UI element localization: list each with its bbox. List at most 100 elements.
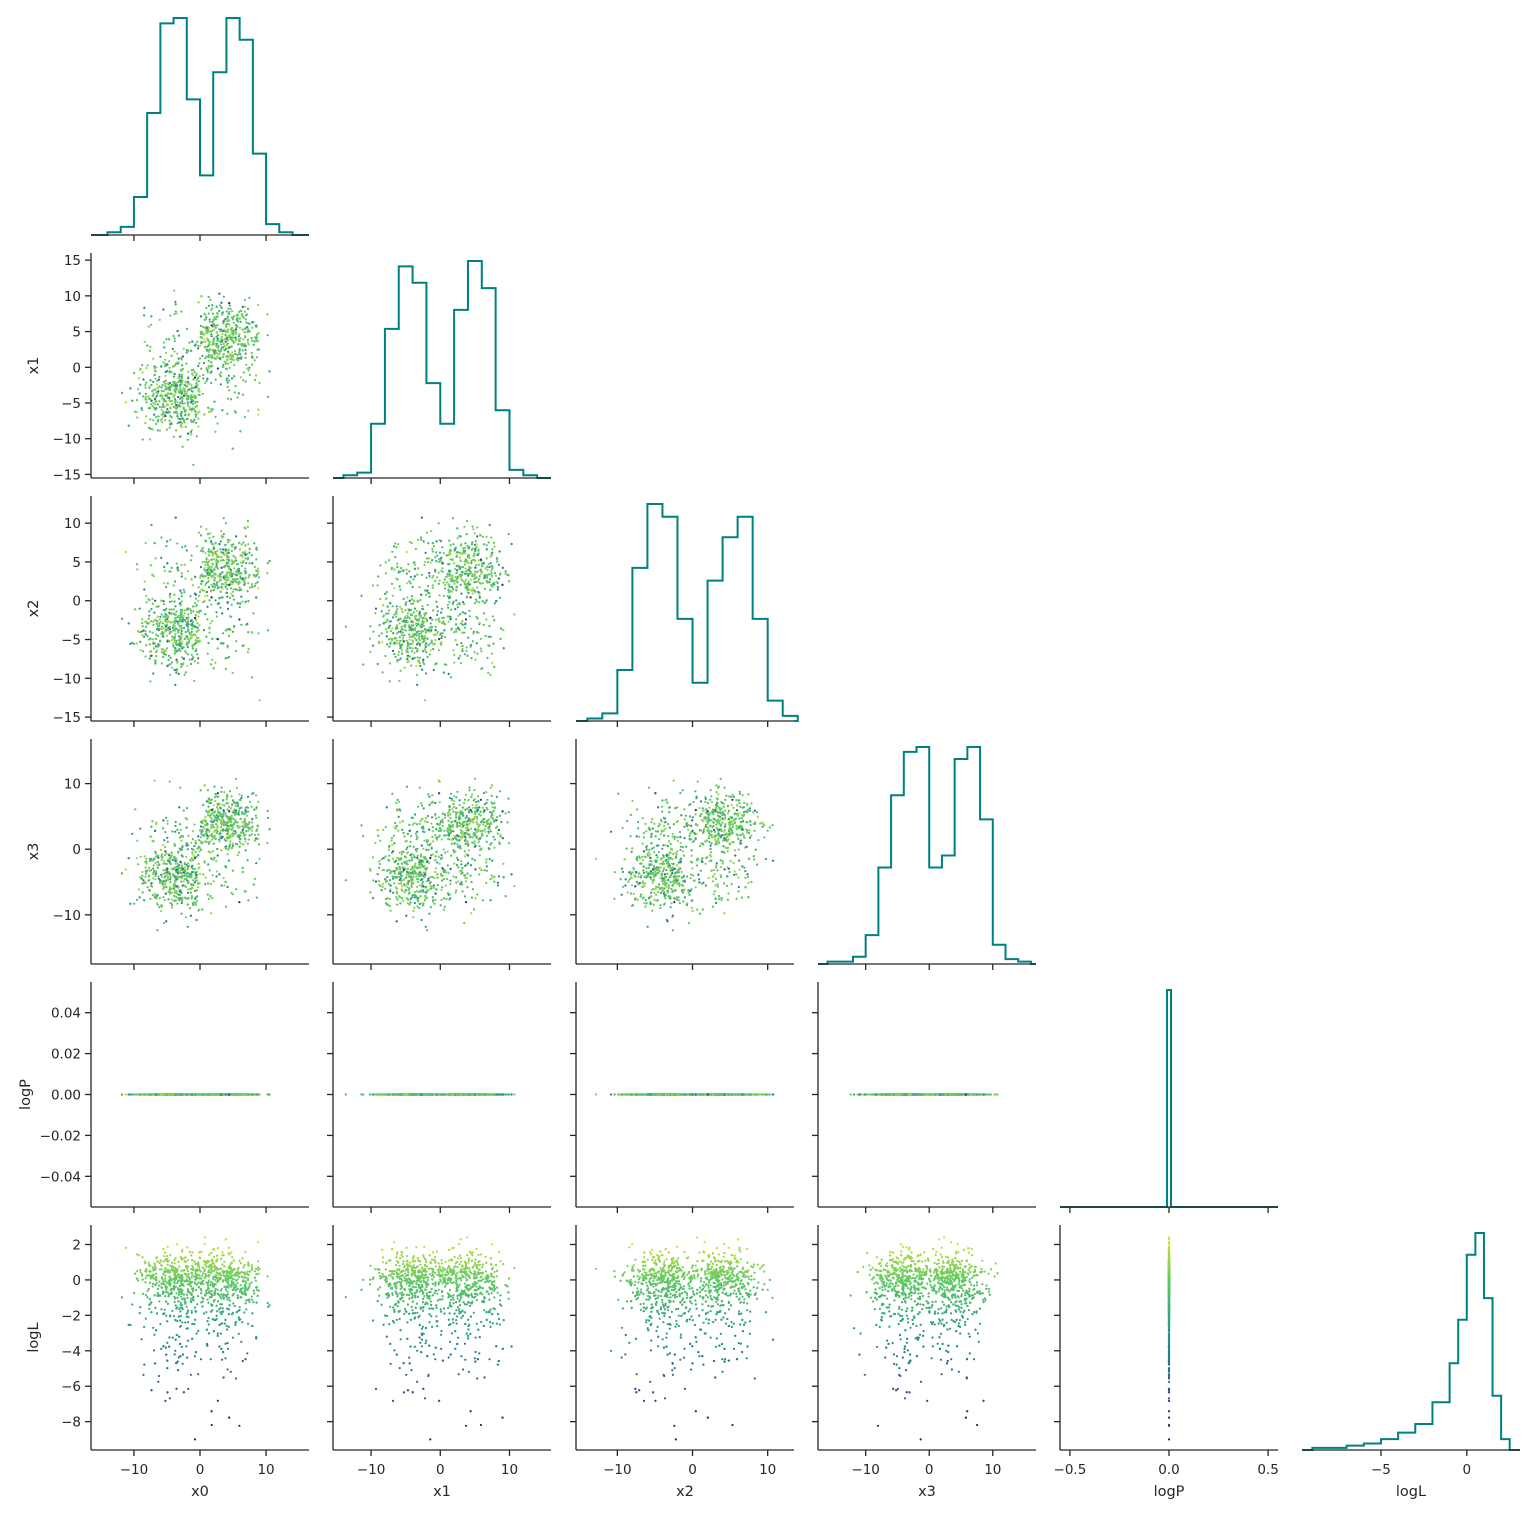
scatter-point (234, 804, 237, 807)
scatter-point (470, 560, 473, 563)
scatter-point (205, 355, 208, 358)
scatter-point (209, 408, 212, 411)
scatter-point (160, 408, 163, 412)
scatter-point (236, 563, 239, 566)
scatter-point (169, 385, 172, 388)
scatter-point (240, 595, 243, 598)
scatter-point (202, 629, 206, 632)
scatter-point (157, 856, 160, 859)
scatter-point (420, 516, 423, 519)
scatter-point (400, 567, 403, 570)
scatter-point (176, 422, 179, 425)
scatter-point (470, 627, 473, 630)
scatter-point (374, 607, 378, 610)
scatter-point (472, 554, 475, 558)
scatter-point (251, 676, 254, 679)
scatter-point (212, 350, 215, 353)
scatter-point (206, 594, 209, 597)
scatter-point (170, 399, 173, 402)
scatter-point (235, 640, 238, 643)
scatter-point (406, 648, 409, 651)
scatter-point (173, 593, 176, 596)
scatter-point (144, 866, 147, 869)
scatter-point (168, 640, 171, 643)
scatter-point (198, 410, 201, 413)
scatter-point (157, 378, 160, 381)
scatter-point (408, 570, 411, 573)
scatter-point (195, 421, 198, 424)
scatter-point (158, 618, 161, 621)
scatter-point (237, 343, 240, 346)
scatter-point (144, 395, 147, 398)
scatter-point (226, 317, 229, 320)
scatter-point (405, 639, 408, 642)
scatter-point (141, 882, 144, 885)
scatter-point (188, 406, 191, 409)
scatter-point (422, 607, 425, 611)
scatter-point (246, 325, 249, 329)
scatter-point (480, 650, 483, 653)
scatter-point (416, 630, 419, 634)
scatter-point (234, 546, 237, 549)
scatter-point (164, 868, 167, 872)
scatter-point (250, 583, 253, 586)
scatter-point (180, 635, 183, 638)
scatter-point (220, 585, 223, 589)
scatter-point (187, 414, 190, 417)
scatter-point (228, 539, 231, 542)
scatter-point (145, 644, 148, 647)
scatter-point (214, 584, 217, 587)
scatter-point (243, 416, 246, 419)
scatter-point (440, 607, 444, 610)
scatter-point (163, 603, 166, 606)
scatter-point (499, 637, 502, 640)
scatter-point (155, 650, 158, 654)
panel-x2-vs-x1 (327, 496, 551, 727)
scatter-point (190, 349, 193, 352)
scatter-point (465, 572, 468, 576)
scatter-point (181, 380, 184, 383)
scatter-point (235, 324, 238, 327)
scatter-point (156, 615, 159, 618)
scatter-point (231, 671, 234, 675)
scatter-point (226, 656, 229, 660)
scatter-point (245, 814, 248, 817)
scatter-point (208, 627, 211, 630)
scatter-point (248, 562, 251, 565)
scatter-point (180, 310, 183, 313)
scatter-point (154, 388, 157, 391)
scatter-point (255, 816, 258, 820)
scatter-point (180, 356, 183, 359)
scatter-point (393, 613, 396, 616)
scatter-point (181, 617, 184, 620)
scatter-point (145, 857, 148, 860)
scatter-point (229, 840, 232, 843)
scatter-point (188, 607, 191, 611)
scatter-point (399, 657, 402, 660)
scatter-point (155, 407, 158, 410)
scatter-point (248, 586, 252, 589)
scatter-point (435, 662, 438, 665)
scatter-point (431, 618, 434, 621)
scatter-point (150, 654, 153, 657)
scatter-point (238, 586, 241, 589)
scatter-point (267, 816, 270, 820)
scatter-point (428, 575, 431, 578)
scatter-point (199, 534, 203, 537)
scatter-point (490, 536, 493, 539)
scatter-point (204, 828, 207, 831)
scatter-point (477, 549, 480, 553)
scatter-point (190, 618, 193, 621)
scatter-point (144, 397, 147, 400)
scatter-point (407, 563, 410, 566)
scatter-point (160, 413, 163, 416)
scatter-point (183, 637, 186, 640)
scatter-point (176, 566, 179, 569)
scatter-point (229, 357, 232, 360)
scatter-point (199, 525, 202, 528)
scatter-point (180, 375, 183, 378)
scatter-point (443, 578, 446, 581)
scatter-point (247, 838, 250, 841)
scatter-point (206, 581, 209, 584)
scatter-point (220, 343, 223, 346)
